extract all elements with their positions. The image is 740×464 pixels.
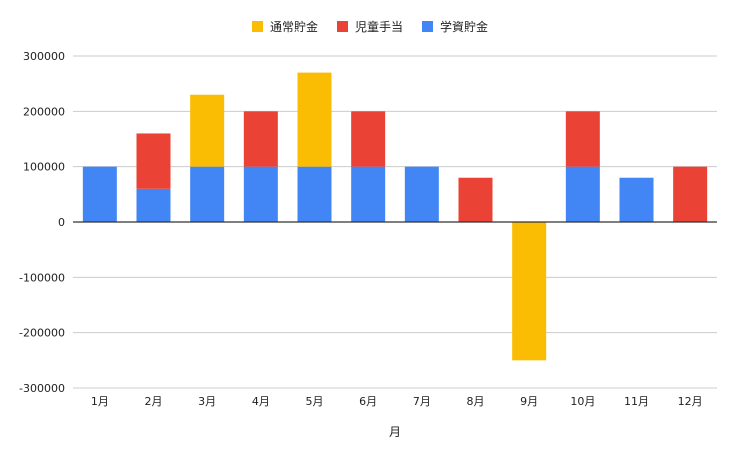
x-tick-label: 12月 bbox=[678, 395, 703, 408]
legend-label: 学資貯金 bbox=[440, 19, 488, 34]
y-tick-label: -200000 bbox=[19, 327, 65, 340]
y-tick-label: 200000 bbox=[23, 105, 65, 118]
legend: 通常貯金 児童手当 学資貯金 bbox=[252, 19, 488, 34]
y-tick-label: -300000 bbox=[19, 382, 65, 395]
bar-学資貯金 bbox=[619, 177, 654, 222]
x-tick-label: 7月 bbox=[413, 395, 431, 408]
bar-学資貯金 bbox=[297, 166, 332, 222]
x-tick-label: 8月 bbox=[467, 395, 485, 408]
bar-児童手当 bbox=[351, 111, 386, 167]
bar-通常貯金 bbox=[297, 72, 332, 167]
legend-swatch bbox=[422, 21, 433, 32]
x-tick-label: 2月 bbox=[145, 395, 163, 408]
bar-通常貯金 bbox=[512, 222, 547, 361]
bar-児童手当 bbox=[673, 166, 708, 222]
bar-児童手当 bbox=[136, 133, 171, 189]
x-tick-label: 10月 bbox=[570, 395, 595, 408]
legend-swatch bbox=[337, 21, 348, 32]
legend-swatch bbox=[252, 21, 263, 32]
bars bbox=[82, 72, 708, 361]
x-tick-label: 6月 bbox=[359, 395, 377, 408]
y-axis-ticks: 300000 200000 100000 0 -100000 -200000 -300000 bbox=[19, 50, 65, 395]
bar-学資貯金 bbox=[404, 166, 439, 222]
bar-学資貯金 bbox=[565, 166, 600, 222]
y-tick-label: 300000 bbox=[23, 50, 65, 63]
y-tick-label: -100000 bbox=[19, 271, 65, 284]
bar-通常貯金 bbox=[190, 94, 225, 167]
x-tick-label: 5月 bbox=[306, 395, 324, 408]
x-tick-label: 4月 bbox=[252, 395, 270, 408]
bar-学資貯金 bbox=[351, 166, 386, 222]
gridlines bbox=[73, 55, 717, 389]
x-tick-label: 11月 bbox=[624, 395, 649, 408]
y-tick-label: 0 bbox=[58, 216, 65, 229]
x-axis-label: 月 bbox=[389, 425, 401, 439]
bar-学資貯金 bbox=[82, 166, 117, 222]
x-tick-label: 3月 bbox=[198, 395, 216, 408]
x-tick-label: 9月 bbox=[520, 395, 538, 408]
bar-学資貯金 bbox=[243, 166, 278, 222]
x-axis-ticks: 1月 2月 3月 4月 5月 6月 7月 8月 9月 10月 11月 12月 bbox=[91, 395, 703, 408]
bar-学資貯金 bbox=[190, 166, 225, 222]
bar-児童手当 bbox=[565, 111, 600, 167]
bar-児童手当 bbox=[458, 177, 493, 222]
bar-学資貯金 bbox=[136, 188, 171, 222]
bar-児童手当 bbox=[243, 111, 278, 167]
y-tick-label: 100000 bbox=[23, 161, 65, 174]
x-tick-label: 1月 bbox=[91, 395, 109, 408]
legend-label: 児童手当 bbox=[355, 19, 403, 34]
legend-label: 通常貯金 bbox=[270, 19, 318, 34]
